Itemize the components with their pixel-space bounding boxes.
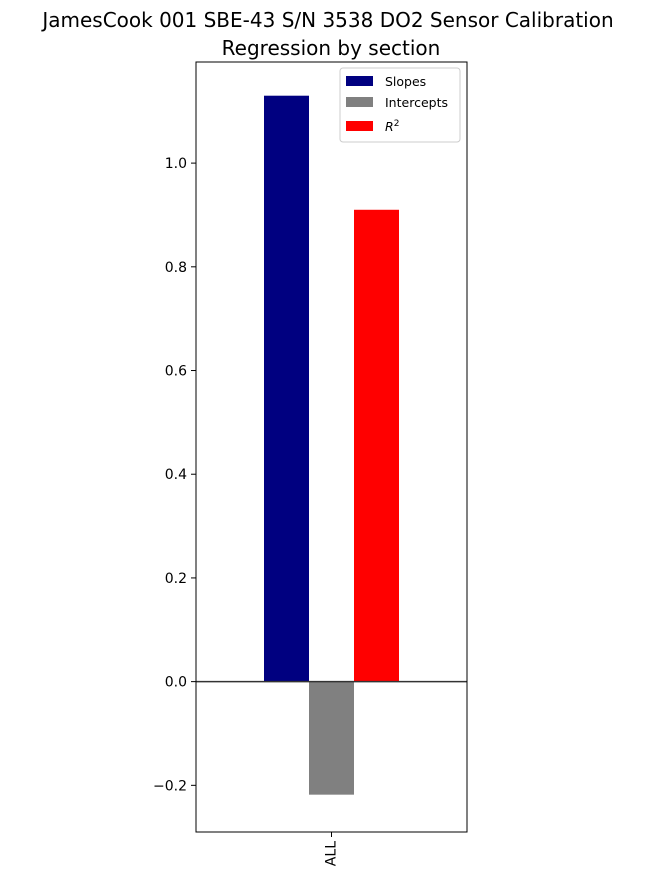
bar-r2-all <box>354 209 399 682</box>
y-tick-label: −0.2 <box>153 778 187 794</box>
legend-label-slopes: Slopes <box>385 74 426 89</box>
y-tick-label: 0.2 <box>165 571 187 587</box>
bar-slopes-all <box>264 95 309 682</box>
plot-frame <box>195 61 468 833</box>
y-tick-label: 0.6 <box>165 364 187 380</box>
x-axis: ALL <box>324 832 340 866</box>
y-tick-label: 0.0 <box>165 675 187 691</box>
legend-swatch-intercepts <box>346 97 373 107</box>
legend-label-r2: R2 <box>385 119 399 134</box>
y-tick-label: 0.4 <box>165 467 187 483</box>
bar-intercepts-all <box>309 681 354 795</box>
chart-subtitle: Regression by section <box>222 36 441 60</box>
legend-label-r2-base: R <box>385 119 394 134</box>
y-tick-label: 0.8 <box>165 260 187 276</box>
legend-label-r2-sup: 2 <box>394 119 400 129</box>
legend-label-intercepts: Intercepts <box>385 95 448 110</box>
y-tick-label: 1.0 <box>165 156 187 172</box>
y-axis: −0.2 0.0 0.2 0.4 0.6 0.8 1.0 <box>153 156 196 794</box>
legend-swatch-slopes <box>346 76 373 86</box>
legend: Slopes Intercepts R2 <box>339 67 461 143</box>
legend-swatch-r2 <box>346 121 373 131</box>
bars-layer <box>264 95 399 795</box>
chart-title: JamesCook 001 SBE-43 S/N 3538 DO2 Sensor… <box>40 8 613 32</box>
x-tick-label: ALL <box>324 841 340 866</box>
